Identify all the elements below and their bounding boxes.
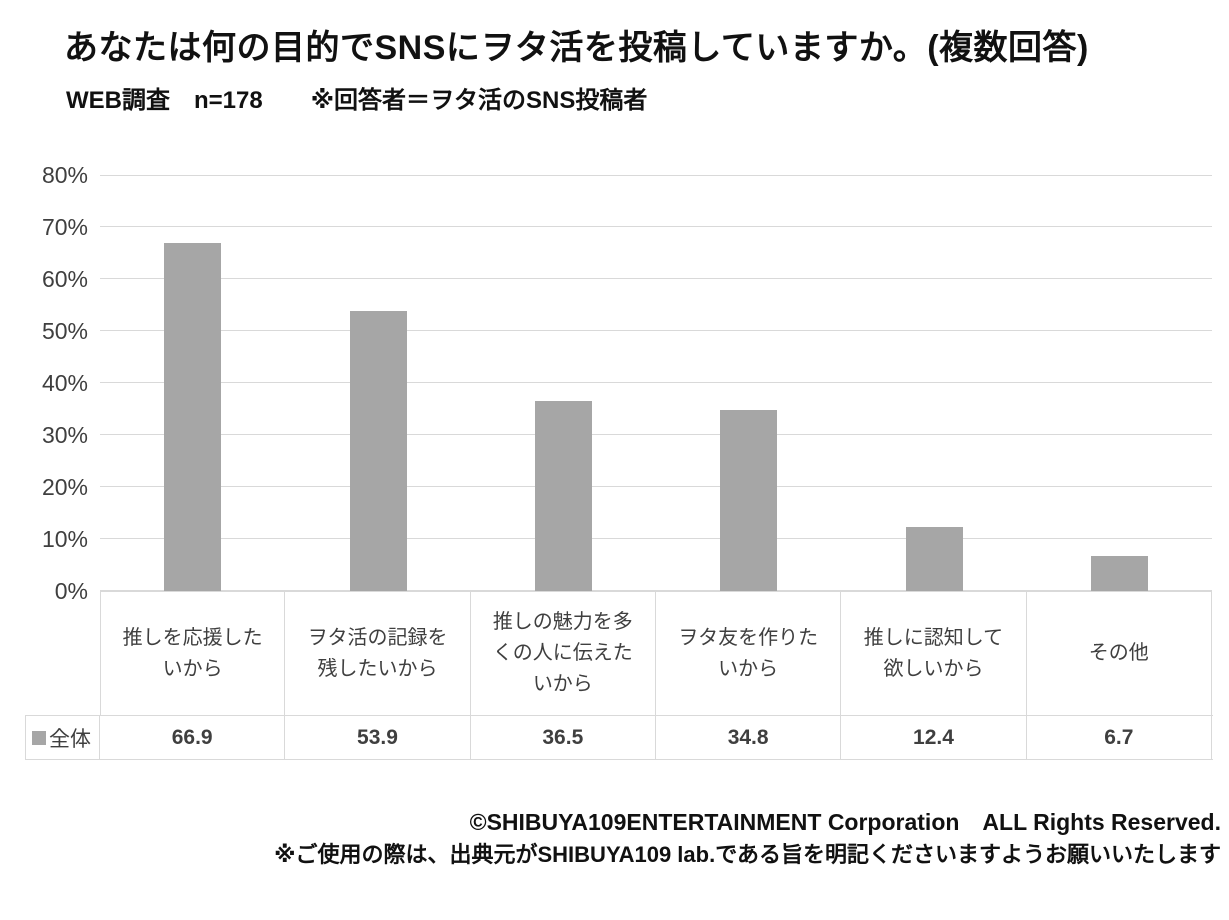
value-cell: 12.4 — [841, 716, 1027, 759]
y-axis-label: 10% — [41, 526, 88, 552]
value-cell: 53.9 — [285, 716, 471, 759]
gridline — [100, 486, 1212, 487]
y-axis-label: 80% — [41, 162, 88, 188]
category-cell: ヲタ活の記録を 残したいから — [285, 592, 471, 715]
gridline — [100, 538, 1212, 539]
bar — [535, 401, 592, 591]
value-cell: 6.7 — [1027, 716, 1212, 759]
chart-title: あなたは何の目的でSNSにヲタ活を投稿していますか。(複数回答) — [64, 29, 1089, 67]
plot-area — [100, 175, 1212, 591]
gridline — [100, 590, 1212, 591]
category-cell: 推しを応援した いから — [100, 592, 286, 715]
data-table-value-row: 全体 66.9 53.9 36.5 34.8 12.4 6.7 — [25, 715, 1213, 760]
category-header-row: 推しを応援した いから ヲタ活の記録を 残したいから 推しの魅力を多 くの人に伝えた… — [100, 591, 1212, 715]
legend-cell: 全体 — [25, 716, 100, 759]
category-cell: ヲタ友を作りた いから — [656, 592, 842, 715]
series-marker-icon — [32, 730, 46, 745]
category-cell: その他 — [1027, 592, 1212, 715]
value-cell: 34.8 — [656, 716, 842, 759]
y-axis-label: 30% — [41, 422, 88, 448]
bar — [350, 311, 407, 591]
footer: ©SHIBUYA109ENTERTAINMENT Corporation ALL… — [41, 806, 1221, 872]
bar — [720, 410, 777, 591]
y-axis-label: 50% — [41, 318, 88, 344]
value-cell: 36.5 — [471, 716, 656, 759]
copyright-text: ©SHIBUYA109ENTERTAINMENT Corporation ALL… — [469, 809, 1221, 835]
gridline — [100, 434, 1212, 435]
gridline — [100, 278, 1212, 279]
gridline — [100, 330, 1212, 331]
gridline — [100, 226, 1212, 227]
bar — [1091, 556, 1148, 591]
usage-note-text: ※ご使用の際は、出典元がSHIBUYA109 lab.である旨を明記くださいます… — [274, 842, 1221, 867]
y-axis-label: 0% — [54, 578, 88, 604]
category-cell: 推しに認知して 欲しいから — [841, 592, 1027, 715]
bar — [164, 243, 221, 591]
y-axis-label: 60% — [41, 266, 88, 292]
value-cell: 66.9 — [100, 716, 286, 759]
series-name: 全体 — [49, 727, 91, 751]
y-axis-label: 70% — [41, 214, 88, 240]
y-axis-label: 40% — [41, 370, 88, 396]
gridline — [100, 382, 1212, 383]
y-axis-label: 20% — [41, 474, 88, 500]
bar — [906, 527, 963, 591]
gridline — [100, 175, 1212, 176]
chart-subtitle: WEB調査 n=178 ※回答者＝ヲタ活のSNS投稿者 — [66, 87, 648, 114]
category-cell: 推しの魅力を多 くの人に伝えた いから — [471, 592, 656, 715]
